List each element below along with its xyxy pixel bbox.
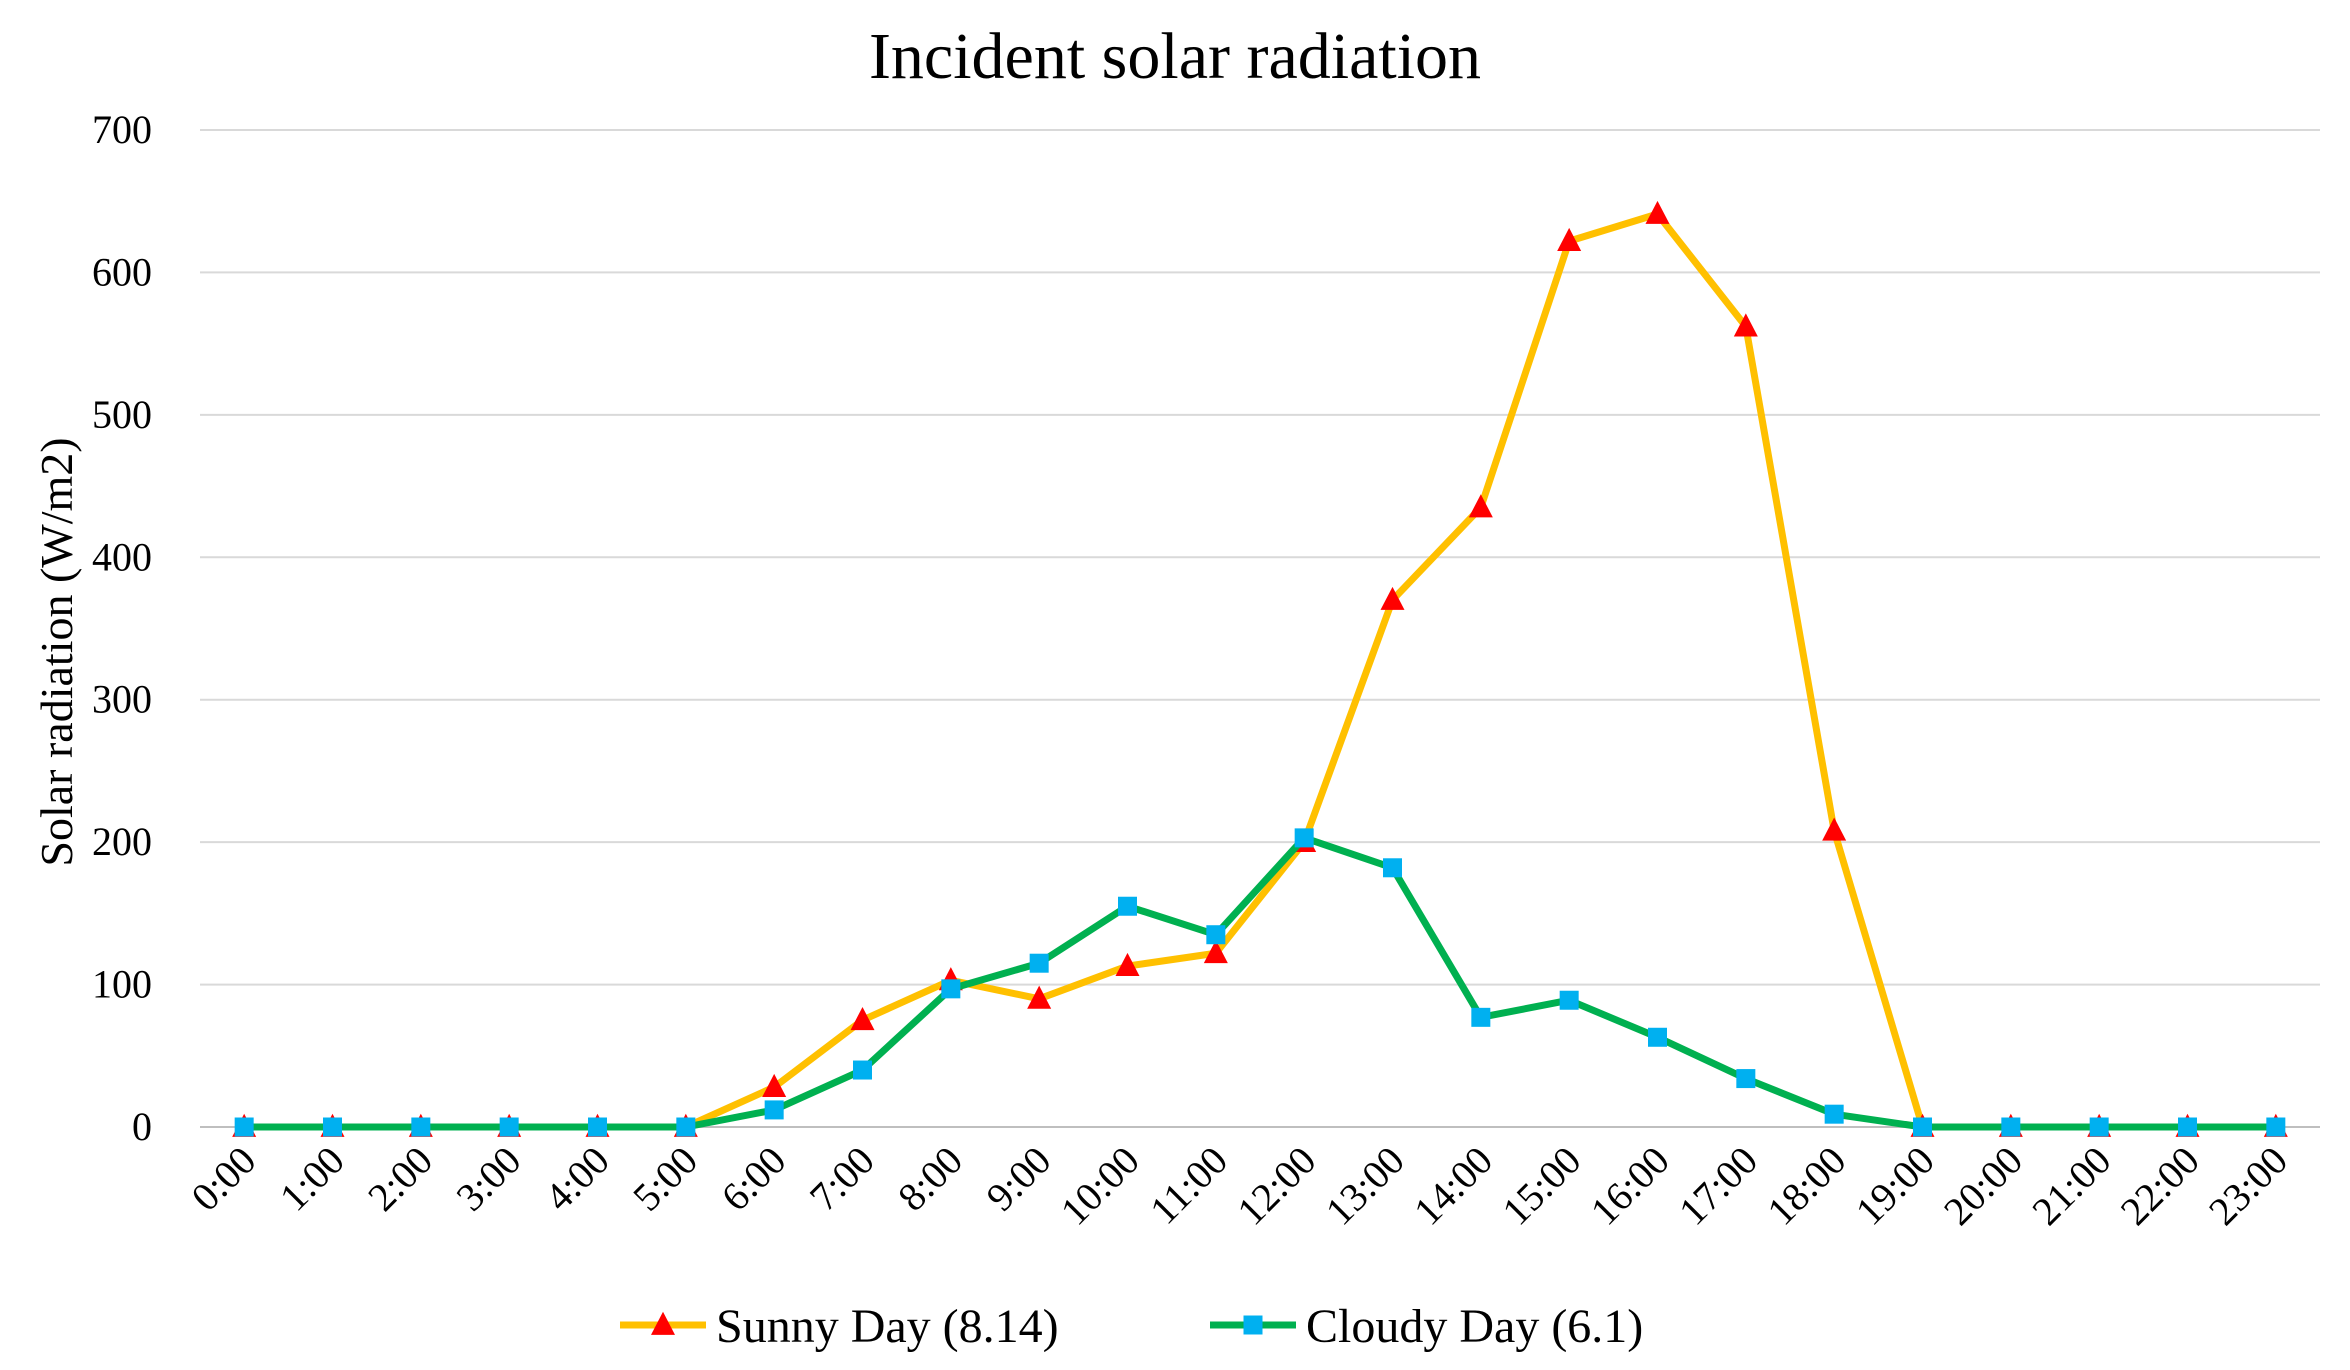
x-tick-label: 5:00 [624, 1138, 706, 1220]
gridlines [200, 129, 2320, 1128]
x-tick-label: 23:00 [2200, 1138, 2296, 1234]
y-tick-label: 0 [132, 1104, 152, 1149]
x-tick-label: 7:00 [801, 1138, 883, 1220]
legend-label: Sunny Day (8.14) [716, 1300, 1059, 1353]
x-tick-label: 16:00 [1582, 1138, 1678, 1234]
data-point [676, 1117, 696, 1137]
data-point [588, 1117, 607, 1137]
series-cloudy-day [234, 828, 2286, 1137]
data-point [1824, 1104, 1844, 1124]
legend: Sunny Day (8.14) Cloudy Day (6.1) [620, 1300, 1643, 1353]
data-point [1471, 1007, 1491, 1027]
x-tick-label: 15:00 [1493, 1138, 1589, 1234]
data-point [323, 1117, 342, 1137]
data-point [1383, 858, 1402, 878]
series-sunny-day [232, 200, 2288, 1137]
x-tick-label: 6:00 [712, 1138, 794, 1220]
data-point [1645, 200, 1670, 224]
y-tick-label: 400 [92, 534, 152, 579]
data-point [1736, 1069, 1756, 1089]
x-tick-label: 3:00 [447, 1138, 529, 1220]
x-tick-label: 22:00 [2112, 1138, 2208, 1234]
data-point [853, 1060, 872, 1080]
y-tick-label: 300 [92, 677, 152, 722]
y-axis-label: Solar radiation (W/m2) [31, 437, 82, 866]
x-tick-label: 19:00 [1847, 1138, 1943, 1234]
data-point [1648, 1027, 1667, 1047]
x-tick-label: 0:00 [182, 1138, 264, 1220]
data-point [762, 1073, 787, 1098]
x-tick-label: 14:00 [1405, 1138, 1501, 1234]
legend-marker [1243, 1315, 1263, 1335]
x-tick-label: 2:00 [359, 1138, 441, 1220]
x-tick-label: 18:00 [1758, 1138, 1854, 1234]
data-point [1913, 1117, 1932, 1137]
chart-title: Incident solar radiation [869, 20, 1481, 93]
legend-item: Cloudy Day (6.1) [1210, 1300, 1643, 1353]
x-tick-label: 17:00 [1670, 1138, 1766, 1234]
y-tick-label: 500 [92, 392, 152, 437]
data-point [1822, 817, 1847, 841]
data-point [2089, 1117, 2109, 1137]
legend-marker [651, 1311, 675, 1335]
x-tick-label: 12:00 [1228, 1138, 1324, 1234]
series-line [240, 834, 2280, 1131]
data-point [1115, 952, 1140, 976]
data-point [764, 1100, 784, 1120]
y-tick-label: 700 [92, 107, 152, 152]
y-tick-labels: 0 100 200 300 400 500 600 700 [92, 107, 152, 1149]
x-tick-label: 8:00 [889, 1138, 971, 1220]
data-point [850, 1006, 875, 1031]
x-tick-label: 21:00 [2023, 1138, 2119, 1234]
legend-item: Sunny Day (8.14) [620, 1300, 1059, 1353]
x-tick-label: 1:00 [271, 1138, 353, 1220]
data-point [1559, 990, 1579, 1010]
legend-label: Cloudy Day (6.1) [1306, 1300, 1643, 1353]
y-tick-label: 600 [92, 249, 152, 294]
data-point [1203, 940, 1228, 964]
y-tick-label: 100 [92, 962, 152, 1007]
data-point [1029, 953, 1049, 973]
data-point [411, 1117, 431, 1137]
x-tick-label: 13:00 [1317, 1138, 1413, 1234]
x-tick-label: 4:00 [536, 1138, 618, 1220]
data-point [941, 979, 961, 999]
data-point [2001, 1117, 2021, 1137]
x-tick-label: 11:00 [1141, 1138, 1236, 1233]
y-tick-label: 200 [92, 819, 152, 864]
data-point [1380, 586, 1405, 610]
x-tick-label: 9:00 [977, 1138, 1059, 1220]
x-tick-label: 20:00 [1935, 1138, 2031, 1234]
x-tick-label: 10:00 [1052, 1138, 1148, 1234]
data-point [499, 1117, 519, 1137]
data-point [1557, 227, 1582, 251]
data-point [1206, 925, 1226, 945]
series-line [240, 210, 2280, 1131]
data-point [1468, 494, 1493, 518]
data-point [1118, 896, 1137, 916]
data-point [1027, 985, 1052, 1009]
data-point [1294, 828, 1314, 848]
data-point [2266, 1117, 2286, 1137]
data-point [2178, 1117, 2197, 1137]
data-point [234, 1117, 254, 1137]
x-tick-labels: 0:00 1:00 2:00 3:00 4:00 5:00 6:00 7:00 8:00 9:00… [182, 1138, 2296, 1234]
series-lines [232, 200, 2288, 1137]
data-point [1733, 313, 1758, 337]
